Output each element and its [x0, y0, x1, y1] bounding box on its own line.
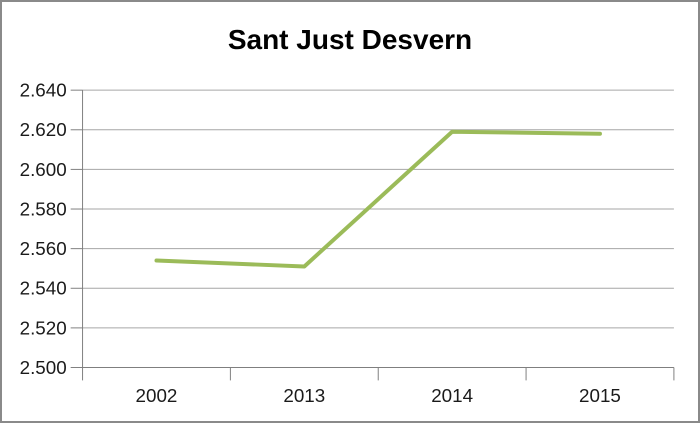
- y-axis-label: 2.560: [20, 238, 67, 259]
- chart-title: Sant Just Desvern: [227, 24, 473, 55]
- y-axis-label: 2.540: [20, 278, 67, 299]
- y-axis-label: 2.500: [20, 357, 67, 378]
- x-axis-label: 2013: [283, 385, 325, 406]
- y-axis-label: 2.580: [20, 198, 67, 219]
- y-axis-label: 2.640: [20, 80, 67, 101]
- x-axis-label: 2014: [431, 385, 473, 406]
- series-line: [154, 129, 602, 269]
- x-axis-label: 2002: [136, 385, 178, 406]
- y-axis-label: 2.620: [20, 119, 67, 140]
- x-axis-label: 2015: [579, 385, 621, 406]
- y-axis-label: 2.600: [20, 159, 67, 180]
- y-axis-label: 2.520: [20, 317, 67, 338]
